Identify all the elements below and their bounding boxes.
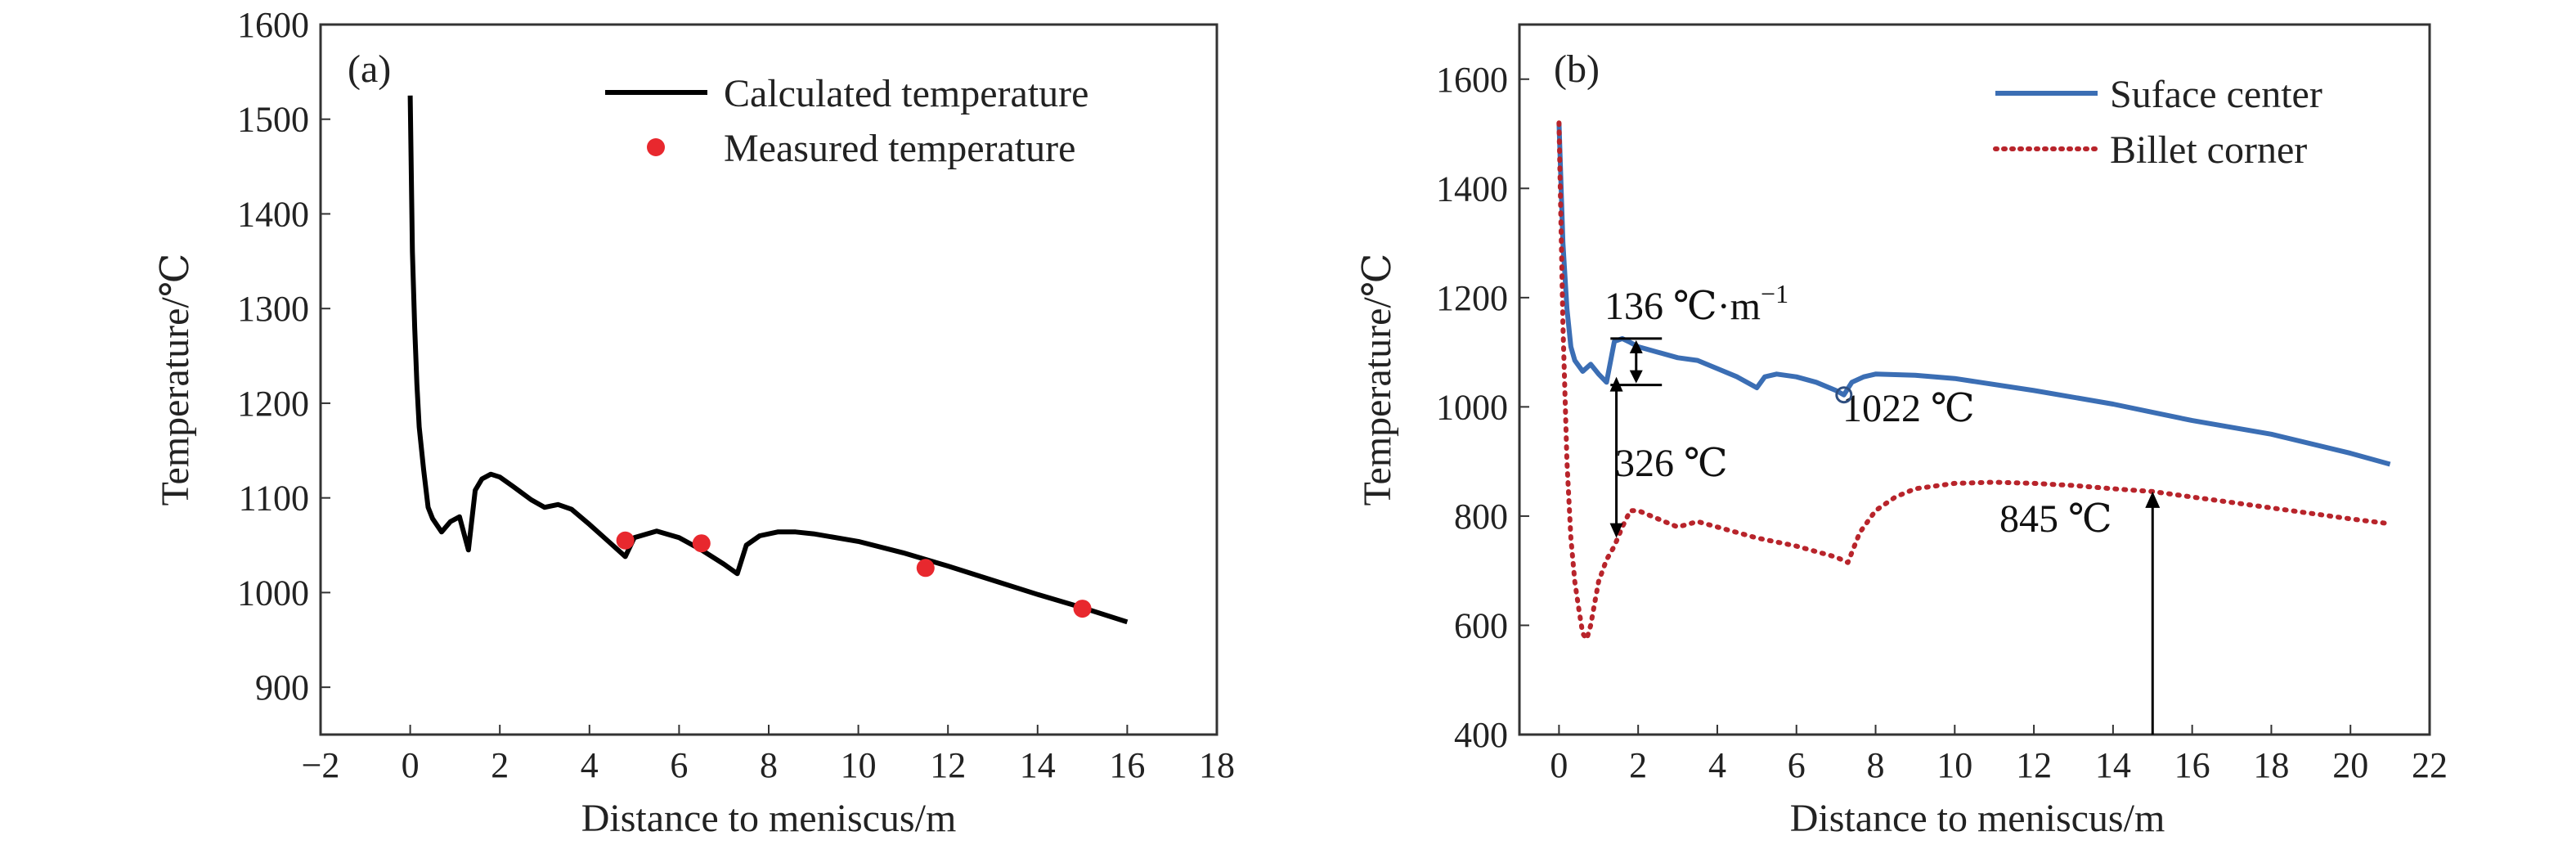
- x-tick-label: 16: [2174, 745, 2210, 785]
- ticks-a: −2 0 2 4 6 8 10 12 14 16 18 900 1000 1100 1200 1300 1400…: [237, 5, 1235, 785]
- x-tick-label: 0: [402, 745, 420, 785]
- measured-point: [616, 531, 635, 550]
- min-temp-marker: [1835, 386, 1853, 404]
- x-axis-label-b: Distance to meniscus/m: [1790, 797, 2165, 840]
- legend-b: Suface center Billet corner: [1993, 73, 2322, 172]
- x-tick-label: 0: [1550, 745, 1568, 785]
- legend-label-calculated: Calculated temperature: [724, 72, 1088, 115]
- series-line-b-0: [1556, 123, 2391, 467]
- x-tick-label: 6: [670, 745, 688, 785]
- y-tick-label: 1600: [237, 5, 309, 45]
- chart-panel-a: (a) Distance to meniscus/m Temperature/℃…: [154, 5, 1235, 840]
- measured-point: [916, 559, 935, 578]
- measured-point: [1073, 600, 1092, 618]
- x-tick-label: 10: [1936, 745, 1972, 785]
- series-a: [407, 95, 1129, 625]
- y-axis-label-b: Temperature/℃: [1356, 254, 1399, 506]
- annotation-gradient-sup: −1: [1761, 279, 1788, 308]
- corner-temp-arrow-head: [2145, 491, 2161, 508]
- y-tick-label: 400: [1454, 715, 1508, 755]
- y-axis-label-a: Temperature/℃: [154, 254, 197, 506]
- y-tick-label: 1400: [237, 194, 309, 234]
- x-tick-label: 18: [2253, 745, 2289, 785]
- difference-arrow-head-down: [1609, 523, 1623, 538]
- panel-label-b: (b): [1554, 47, 1600, 91]
- x-tick-label: 22: [2412, 745, 2448, 785]
- legend-a: Calculated temperature Measured temperat…: [605, 72, 1088, 170]
- x-tick-label: −2: [302, 745, 340, 785]
- series-line-a-0: [407, 95, 1129, 625]
- x-tick-label: 12: [2016, 745, 2052, 785]
- y-tick-label: 1500: [237, 100, 309, 140]
- y-tick-label: 1400: [1436, 169, 1508, 209]
- gradient-arrow-head-up: [1629, 339, 1643, 353]
- measured-point: [692, 534, 711, 553]
- annotation-326: 326 ℃: [1615, 442, 1728, 485]
- chart-panel-b: (b) Distance to meniscus/m Temperature/℃…: [1356, 23, 2448, 840]
- series-b: [1556, 120, 2393, 642]
- gradient-arrow-head-down: [1629, 370, 1643, 384]
- legend-swatch-measured: [647, 138, 665, 156]
- x-tick-label: 18: [1199, 745, 1235, 785]
- y-tick-label: 1000: [1436, 387, 1508, 427]
- y-tick-label: 1100: [239, 479, 309, 519]
- series-line-b-1: [1556, 120, 2393, 642]
- panel-label-a: (a): [348, 47, 391, 91]
- legend-label-billet-corner: Billet corner: [2110, 128, 2307, 172]
- legend-label-measured: Measured temperature: [724, 127, 1075, 170]
- x-tick-label: 14: [1020, 745, 1056, 785]
- x-tick-label: 10: [841, 745, 877, 785]
- x-tick-label: 16: [1109, 745, 1145, 785]
- y-tick-label: 900: [255, 667, 309, 708]
- y-tick-label: 1200: [1436, 278, 1508, 318]
- y-tick-label: 1000: [237, 573, 309, 613]
- legend-label-surface-center: Suface center: [2110, 73, 2322, 116]
- x-tick-label: 20: [2332, 745, 2368, 785]
- annotation-gradient: 136 ℃·m−1: [1604, 279, 1788, 328]
- annotation-845: 845 ℃: [1999, 497, 2112, 541]
- annotation-1022: 1022 ℃: [1842, 387, 1975, 430]
- difference-arrow-head-up: [1609, 376, 1623, 392]
- x-tick-label: 2: [491, 745, 509, 785]
- y-tick-label: 800: [1454, 497, 1508, 537]
- x-tick-label: 8: [760, 745, 778, 785]
- x-tick-label: 14: [2095, 745, 2131, 785]
- x-tick-label: 8: [1867, 745, 1885, 785]
- y-tick-label: 1200: [237, 384, 309, 424]
- x-tick-label: 4: [581, 745, 599, 785]
- x-tick-label: 6: [1788, 745, 1806, 785]
- y-tick-label: 1300: [237, 289, 309, 329]
- annotation-gradient-text: 136 ℃·m: [1604, 285, 1761, 328]
- x-tick-label: 12: [930, 745, 966, 785]
- y-tick-label: 600: [1454, 605, 1508, 645]
- annotations-b: 136 ℃·m−1 1022 ℃ 326 ℃ 845 ℃: [1604, 279, 2161, 735]
- plot-frame-b: [1518, 23, 2431, 736]
- x-tick-label: 4: [1708, 745, 1726, 785]
- ticks-b: 0 2 4 6 8 10 12 14 16 18 20 22 400 600 800 1000 1200 1400…: [1436, 60, 2448, 785]
- x-tick-label: 2: [1629, 745, 1647, 785]
- y-tick-label: 1600: [1436, 60, 1508, 100]
- x-axis-label-a: Distance to meniscus/m: [581, 797, 957, 840]
